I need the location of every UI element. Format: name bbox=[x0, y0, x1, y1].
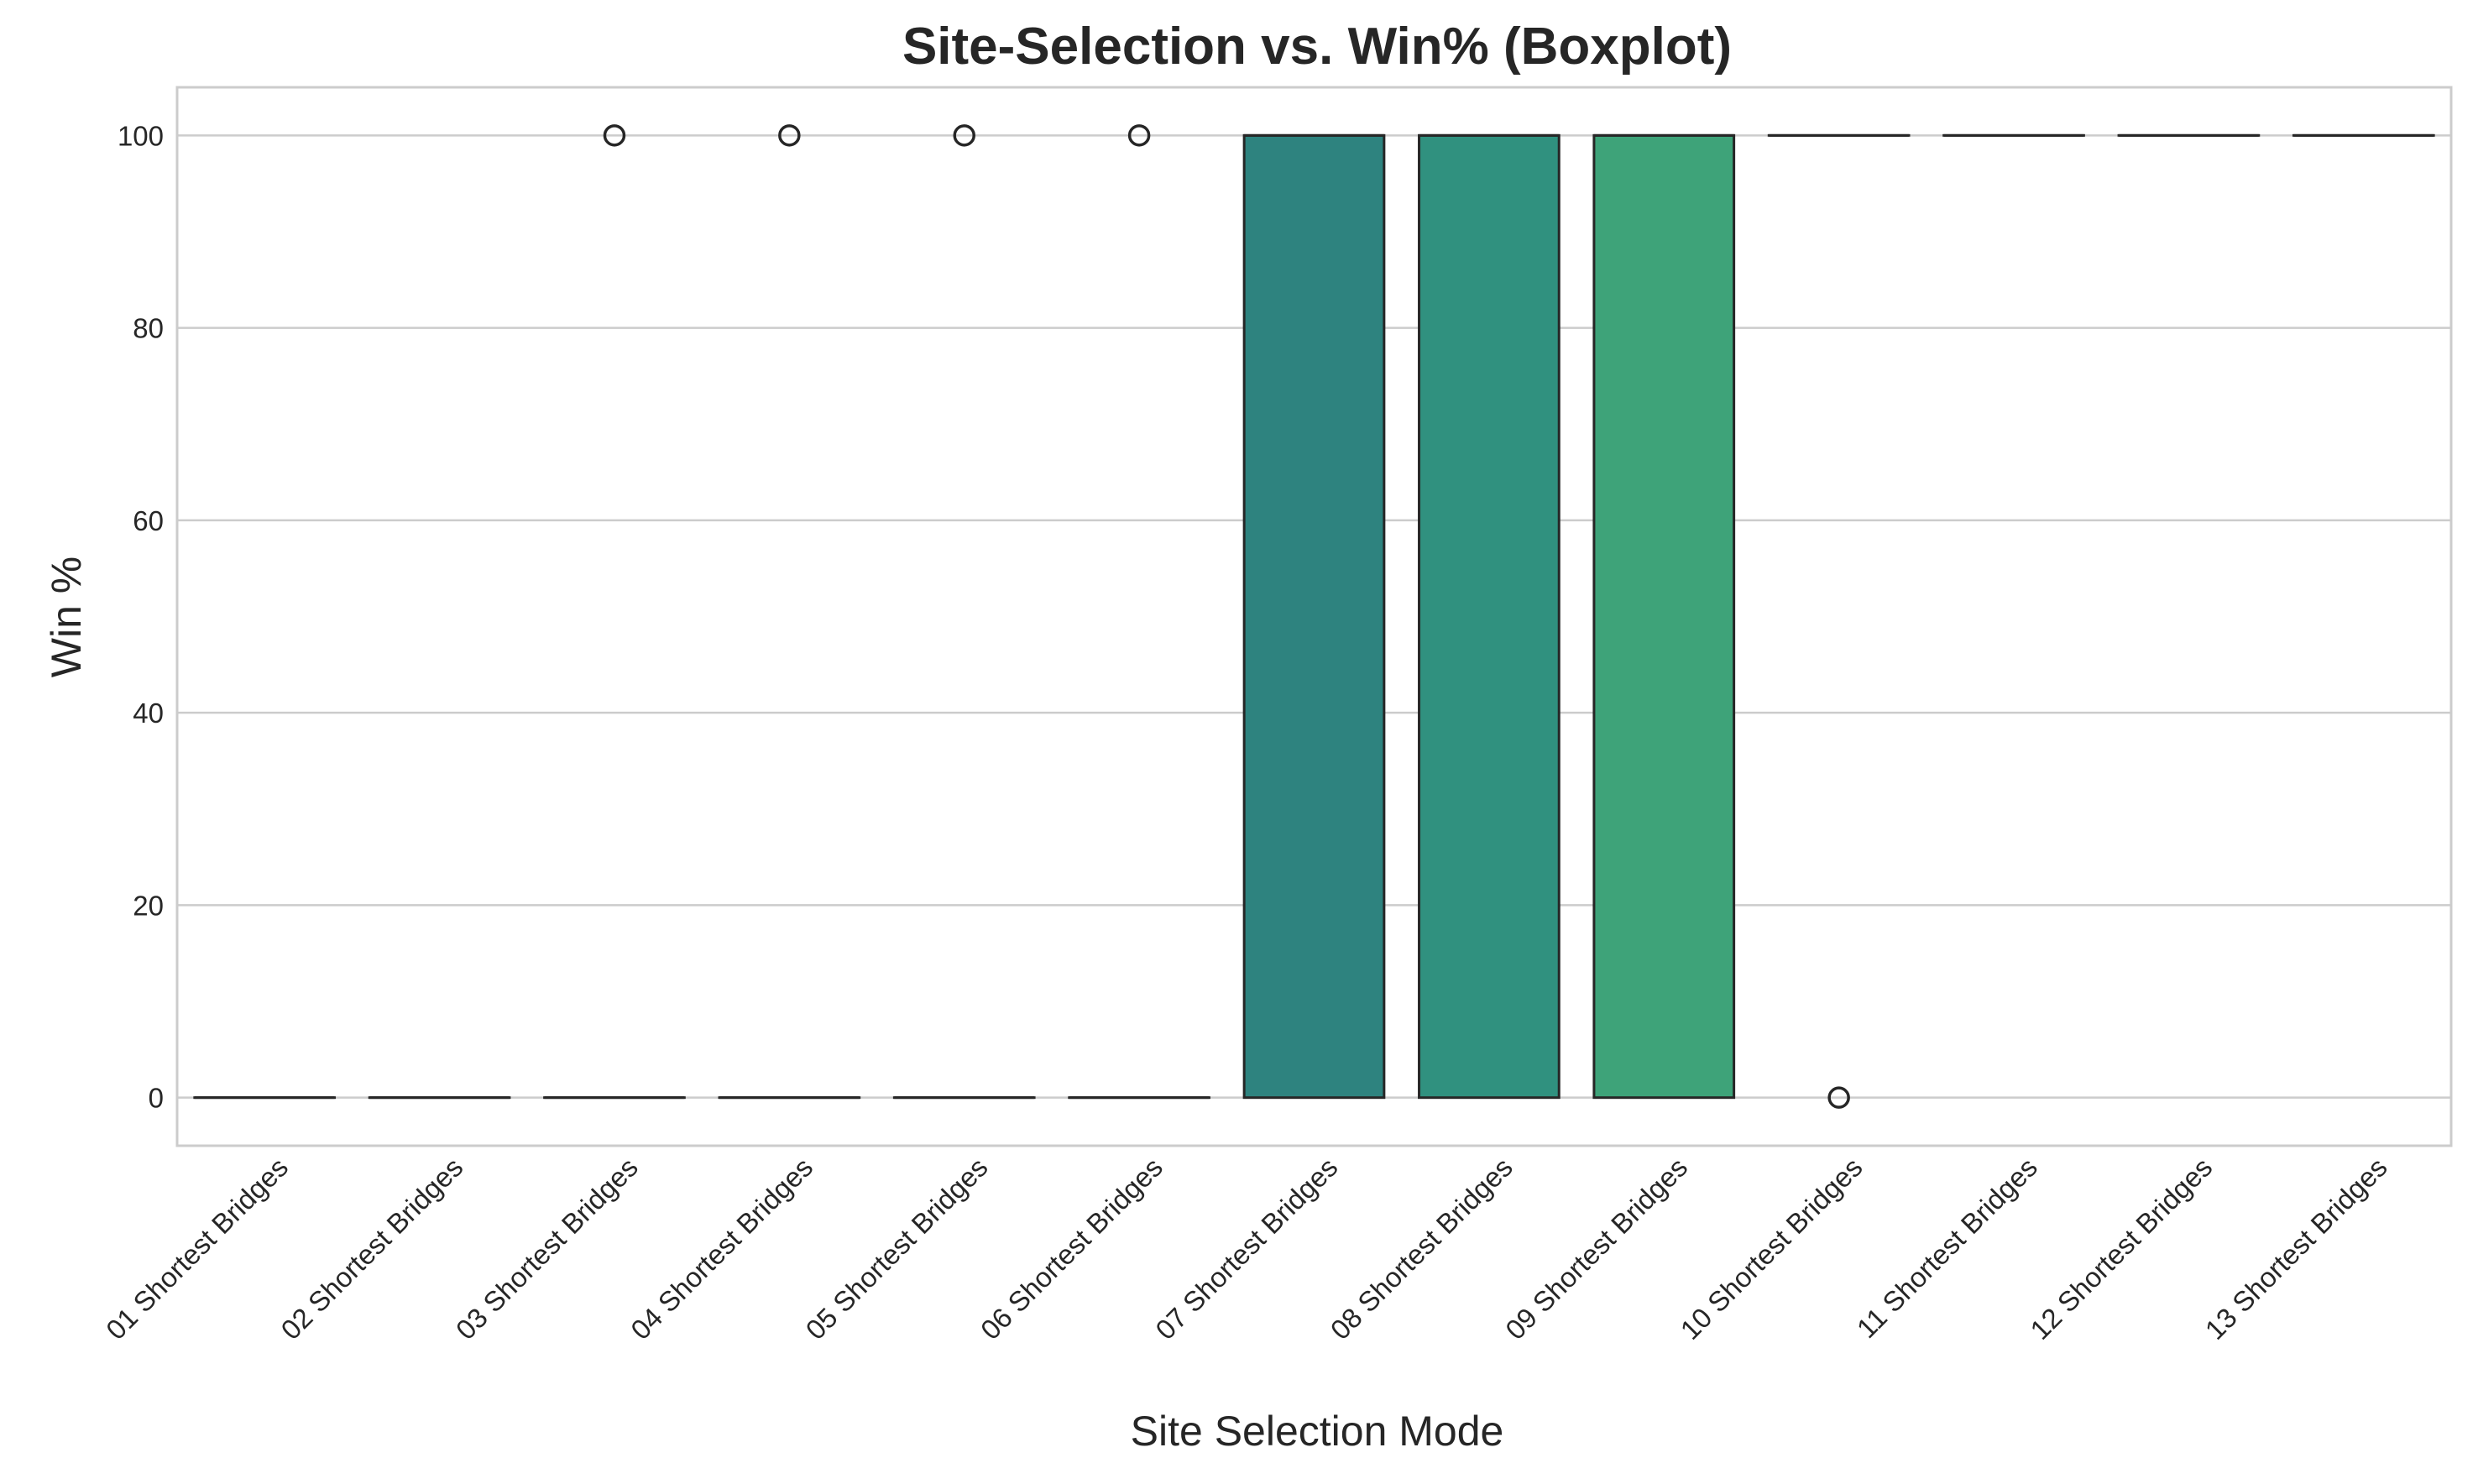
x-tick-label-6: 06 Shortest Bridges bbox=[975, 1152, 1168, 1346]
x-tick-label-12: 12 Shortest Bridges bbox=[2024, 1152, 2218, 1346]
outlier-point bbox=[778, 124, 801, 147]
x-tick-label-7: 07 Shortest Bridges bbox=[1149, 1152, 1343, 1346]
box-9 bbox=[1592, 133, 1736, 1100]
outlier-point bbox=[1127, 124, 1151, 147]
y-tick-label-80: 80 bbox=[133, 313, 164, 344]
outlier-point bbox=[603, 124, 626, 147]
box-10 bbox=[1767, 133, 1911, 1109]
box-5 bbox=[892, 124, 1036, 1100]
y-tick-label-60: 60 bbox=[133, 505, 164, 536]
y-tick-label-40: 40 bbox=[133, 698, 164, 729]
x-tick-label-1: 01 Shortest Bridges bbox=[100, 1152, 294, 1346]
x-tick-label-10: 10 Shortest Bridges bbox=[1674, 1152, 1868, 1346]
x-tick-label-13: 13 Shortest Bridges bbox=[2199, 1152, 2393, 1346]
y-tick-label-100: 100 bbox=[118, 120, 164, 151]
box-rect bbox=[1592, 133, 1736, 1100]
box-4 bbox=[718, 124, 861, 1100]
y-tick-label-0: 0 bbox=[149, 1083, 164, 1114]
x-tick-label-2: 02 Shortest Bridges bbox=[274, 1152, 468, 1346]
outlier-point bbox=[953, 124, 975, 147]
box-rect bbox=[1418, 133, 1561, 1100]
x-axis-label: Site Selection Mode bbox=[1131, 1408, 1504, 1455]
x-tick-label-8: 08 Shortest Bridges bbox=[1325, 1152, 1519, 1346]
x-tick-label-11: 11 Shortest Bridges bbox=[1851, 1152, 2043, 1344]
box-rect bbox=[1242, 133, 1386, 1100]
box-6 bbox=[1068, 124, 1210, 1100]
box-7 bbox=[1242, 133, 1386, 1100]
x-tick-label-4: 04 Shortest Bridges bbox=[625, 1152, 818, 1346]
y-tick-labels: 0 20 40 60 80 100 bbox=[118, 120, 164, 1113]
y-axis-label: Win % bbox=[43, 556, 90, 677]
x-tick-label-5: 05 Shortest Bridges bbox=[800, 1152, 994, 1346]
outlier-point bbox=[1827, 1086, 1850, 1109]
box-3 bbox=[543, 124, 686, 1100]
box-8 bbox=[1418, 133, 1561, 1100]
x-tick-label-9: 09 Shortest Bridges bbox=[1499, 1152, 1693, 1346]
x-tick-label-3: 03 Shortest Bridges bbox=[450, 1152, 644, 1346]
chart-title: Site-Selection vs. Win% (Boxplot) bbox=[902, 18, 1732, 76]
boxes bbox=[193, 124, 2435, 1109]
y-tick-label-20: 20 bbox=[133, 890, 164, 921]
